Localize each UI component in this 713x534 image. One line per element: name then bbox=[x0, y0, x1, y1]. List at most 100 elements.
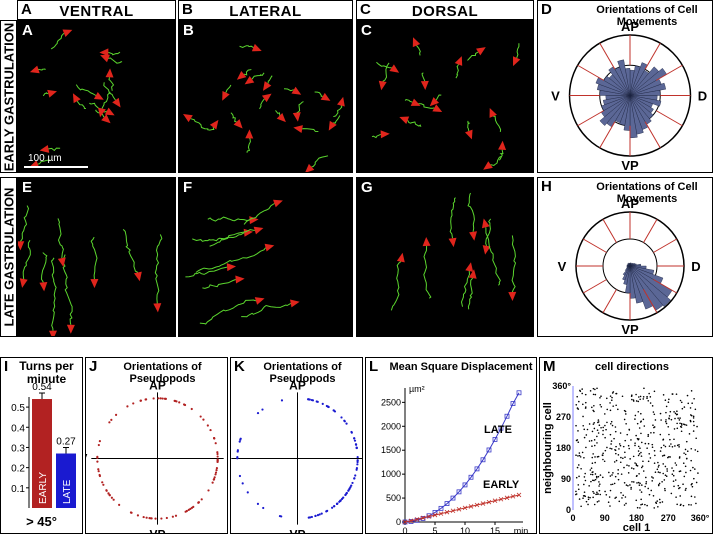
cell-track bbox=[435, 94, 442, 101]
cell-dir-dot bbox=[602, 426, 604, 429]
cell-dir-dot bbox=[635, 434, 637, 437]
panel-letter-a: A bbox=[21, 1, 32, 18]
direction-arrow-icon bbox=[465, 262, 474, 272]
cell-dirs-y-tick: 270 bbox=[556, 412, 571, 422]
direction-arrow-icon bbox=[29, 160, 40, 168]
cell-dir-dot bbox=[583, 436, 586, 439]
cell-dir-dot bbox=[635, 400, 638, 402]
row-label-early: EARLY GASTRULATION bbox=[0, 20, 17, 173]
rose-label-vp: VP bbox=[621, 158, 639, 173]
cell-dir-dot bbox=[600, 426, 602, 429]
msd-point bbox=[438, 511, 444, 516]
cell-track bbox=[195, 247, 266, 273]
cell-dir-dot bbox=[617, 478, 620, 481]
cell-dir-dot bbox=[665, 475, 668, 478]
pseudopod-dot bbox=[355, 446, 358, 449]
cell-dir-dot bbox=[640, 503, 642, 506]
cell-dir-dot bbox=[628, 465, 630, 467]
cell-track bbox=[154, 234, 163, 304]
cell-dir-dot bbox=[579, 390, 582, 392]
msd-point bbox=[426, 514, 432, 519]
rose-label-d: D bbox=[691, 259, 700, 274]
cell-dir-dot bbox=[632, 467, 635, 470]
cell-dirs-ylabel: neighbouring cell bbox=[542, 402, 554, 494]
cell-dir-dot bbox=[637, 481, 640, 484]
cell-dir-dot bbox=[594, 388, 596, 391]
cell-dir-dot bbox=[598, 485, 600, 487]
cell-dir-dot bbox=[684, 448, 687, 451]
cell-track bbox=[390, 261, 402, 311]
cell-dir-dot bbox=[582, 403, 584, 406]
pseudopod-dot bbox=[97, 470, 100, 473]
cell-dir-dot bbox=[647, 400, 650, 402]
cell-track bbox=[57, 218, 64, 259]
direction-arrow-icon bbox=[104, 107, 115, 116]
pseudopod-dot bbox=[114, 413, 118, 416]
turns-title: Turns per minute bbox=[19, 359, 74, 386]
cell-dirs-y-tick: 90 bbox=[561, 474, 571, 484]
cell-dir-dot bbox=[678, 456, 681, 458]
pseudopod-dot bbox=[216, 455, 219, 458]
cell-dir-dot bbox=[672, 480, 675, 482]
cell-dir-dot bbox=[641, 503, 644, 505]
cell-dir-dot bbox=[589, 390, 592, 392]
cell-dir-dot bbox=[639, 398, 641, 401]
cell-dir-dot bbox=[642, 418, 645, 421]
direction-arrow-icon bbox=[226, 263, 237, 272]
turns-tick-label: 0.1 bbox=[11, 484, 25, 495]
cell-dir-dot bbox=[598, 424, 601, 427]
cell-dir-dot bbox=[580, 505, 582, 508]
cell-dir-dot bbox=[676, 503, 678, 506]
cell-dirs-y-tick: 180 bbox=[556, 443, 571, 453]
cell-dir-dot bbox=[638, 438, 640, 440]
cell-dirs-xlabel: cell 1 bbox=[623, 522, 651, 534]
cell-dir-dot bbox=[596, 387, 598, 390]
turns-tick-label: 0.3 bbox=[11, 443, 25, 454]
rose-panel-late: AP VP V D H Orientations of Cell Movements bbox=[537, 177, 713, 337]
direction-arrow-icon bbox=[290, 299, 300, 308]
cell-dir-dot bbox=[610, 420, 613, 423]
cell-dir-dot bbox=[688, 503, 690, 506]
cell-track bbox=[207, 216, 250, 222]
row-label-late: LATE GASTRULATION bbox=[0, 177, 17, 337]
pD-svg: AP VP V D bbox=[551, 19, 707, 173]
cell-dir-dot bbox=[664, 487, 666, 490]
pseudopod-dot bbox=[354, 443, 358, 446]
cell-dir-dot bbox=[663, 454, 665, 457]
direction-arrow-icon bbox=[48, 330, 57, 336]
direction-arrow-icon bbox=[29, 65, 40, 74]
cell-track bbox=[62, 254, 73, 325]
cell-dir-dot bbox=[645, 476, 647, 479]
cell-track bbox=[314, 91, 323, 97]
cell-dir-dot bbox=[646, 447, 648, 449]
pseudopod-dot bbox=[200, 498, 203, 501]
cell-dir-dot bbox=[594, 461, 596, 464]
cell-dir-dot bbox=[647, 487, 650, 490]
cell-dir-dot bbox=[640, 420, 643, 423]
cell-dir-dot bbox=[639, 447, 641, 449]
cell-dir-dot bbox=[632, 399, 635, 401]
cell-dir-dot bbox=[614, 426, 617, 428]
cell-dir-dot bbox=[619, 444, 622, 447]
direction-arrow-icon bbox=[320, 92, 331, 101]
cell-dir-dot bbox=[687, 402, 690, 405]
msd-point bbox=[480, 457, 486, 463]
rose-spoke bbox=[643, 218, 658, 243]
cell-dir-dot bbox=[678, 443, 680, 446]
pseudopod-dot bbox=[178, 401, 181, 404]
pseudopod-dot bbox=[214, 473, 217, 476]
cell-dir-dot bbox=[575, 454, 577, 457]
cell-dir-dot bbox=[635, 464, 638, 467]
cell-dir-dot bbox=[690, 459, 692, 462]
direction-arrow-icon bbox=[62, 29, 73, 37]
cell-dir-dot bbox=[686, 394, 689, 397]
cell-dir-dot bbox=[577, 455, 579, 457]
cell-dir-dot bbox=[592, 453, 594, 455]
turns-value-label: 0.27 bbox=[56, 437, 76, 448]
row-label-early-text: EARLY GASTRULATION bbox=[1, 22, 16, 171]
cell-dir-dot bbox=[619, 461, 622, 464]
cell-dir-dot bbox=[599, 493, 602, 496]
pseudopod-dot bbox=[182, 403, 186, 406]
cell-dir-dot bbox=[669, 410, 672, 413]
direction-arrow-icon bbox=[292, 112, 301, 122]
